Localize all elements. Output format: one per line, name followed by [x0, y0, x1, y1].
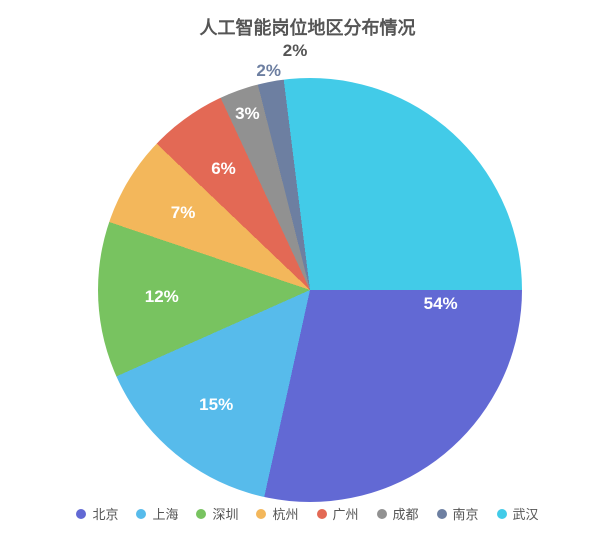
slice-label: 2%	[256, 61, 281, 81]
chart-container: 人工智能岗位地区分布情况 54% 15% 12% 7% 6% 3% 2%2% 北京 上海 深圳 杭…	[0, 0, 615, 548]
legend: 北京 上海 深圳 杭州 广州 成都 南京 武汉	[0, 500, 615, 523]
legend-item: 杭州	[256, 504, 298, 523]
slice-label: 15%	[199, 395, 233, 415]
legend-item: 武汉	[497, 504, 539, 523]
legend-swatch	[437, 509, 447, 519]
legend-item: 上海	[136, 504, 178, 523]
legend-label: 成都	[393, 504, 419, 523]
legend-swatch	[317, 509, 327, 519]
legend-item: 成都	[377, 504, 419, 523]
chart-title: 人工智能岗位地区分布情况	[0, 0, 615, 40]
legend-item: 深圳	[196, 504, 238, 523]
slice-label: 54%	[424, 294, 458, 314]
legend-label: 深圳	[212, 504, 238, 523]
slice-label: 12%	[145, 287, 179, 307]
legend-label: 武汉	[513, 504, 539, 523]
slice-label: 7%	[171, 203, 196, 223]
legend-item: 南京	[437, 504, 479, 523]
legend-swatch	[196, 509, 206, 519]
legend-swatch	[76, 509, 86, 519]
slice-label: 3%	[235, 104, 260, 124]
legend-item: 广州	[317, 504, 359, 523]
slice-label: 2%	[283, 41, 308, 61]
slice-label: 6%	[211, 159, 236, 179]
legend-label: 广州	[333, 504, 359, 523]
pie-area: 54% 15% 12% 7% 6% 3% 2%2%	[0, 40, 615, 500]
legend-swatch	[256, 509, 266, 519]
legend-label: 上海	[152, 504, 178, 523]
legend-label: 南京	[453, 504, 479, 523]
legend-swatch	[136, 509, 146, 519]
legend-swatch	[377, 509, 387, 519]
legend-label: 北京	[92, 504, 118, 523]
legend-swatch	[497, 509, 507, 519]
legend-item: 北京	[76, 504, 118, 523]
legend-label: 杭州	[272, 504, 298, 523]
